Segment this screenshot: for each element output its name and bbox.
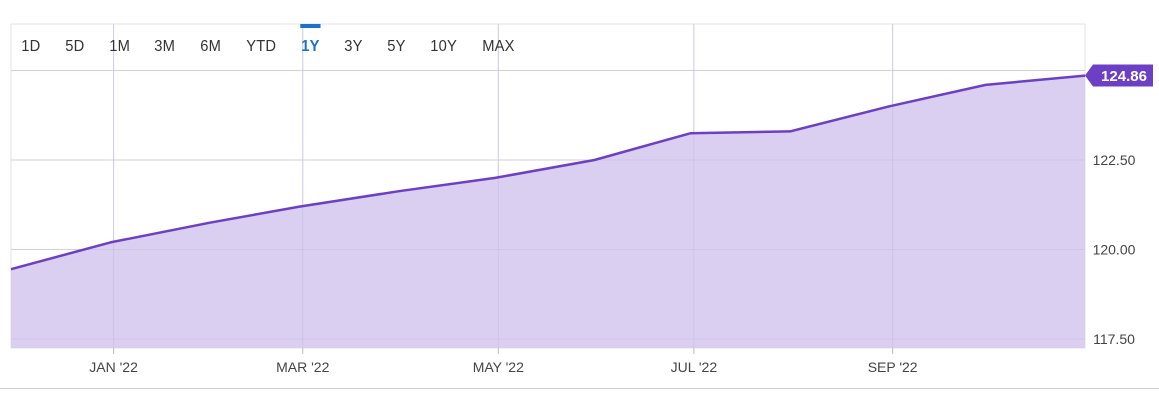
area-fill-layer <box>11 24 1085 348</box>
range-button-5d[interactable]: 5D <box>65 38 85 55</box>
time-range-selector: 1D 5D 1M 3M 6M YTD 1Y 3Y 5Y 10Y MAX <box>12 24 532 68</box>
range-button-1y[interactable]: 1Y <box>292 24 329 56</box>
x-tick-label: MAR '22 <box>276 359 329 375</box>
range-button-3m[interactable]: 3M <box>154 38 176 55</box>
y-tick-label: 120.00 <box>1093 242 1136 258</box>
range-button-3y[interactable]: 3Y <box>344 38 363 55</box>
range-button-5y[interactable]: 5Y <box>387 38 406 55</box>
last-value-badge-shape <box>1085 64 1153 87</box>
x-tick-label: SEP '22 <box>868 359 918 375</box>
last-value-badge: 124.86 <box>1085 64 1153 87</box>
range-button-1d[interactable]: 1D <box>21 38 41 55</box>
x-tick-label: MAY '22 <box>473 359 524 375</box>
x-tick-label: JUL '22 <box>671 359 718 375</box>
series-area <box>11 75 1085 348</box>
y-tick-label: 122.50 <box>1093 152 1136 168</box>
range-button-10y[interactable]: 10Y <box>430 38 458 55</box>
range-button-6m[interactable]: 6M <box>200 38 222 55</box>
range-button-ytd[interactable]: YTD <box>245 38 276 55</box>
range-button-max[interactable]: MAX <box>482 38 515 55</box>
y-tick-label: 117.50 <box>1093 331 1135 347</box>
last-value-label: 124.86 <box>1101 68 1147 85</box>
bottom-divider <box>0 388 1159 389</box>
series-line-layer <box>10 74 1086 271</box>
range-button-1m[interactable]: 1M <box>108 38 130 55</box>
series-line <box>10 74 1086 271</box>
x-tick-label: JAN '22 <box>89 359 138 375</box>
